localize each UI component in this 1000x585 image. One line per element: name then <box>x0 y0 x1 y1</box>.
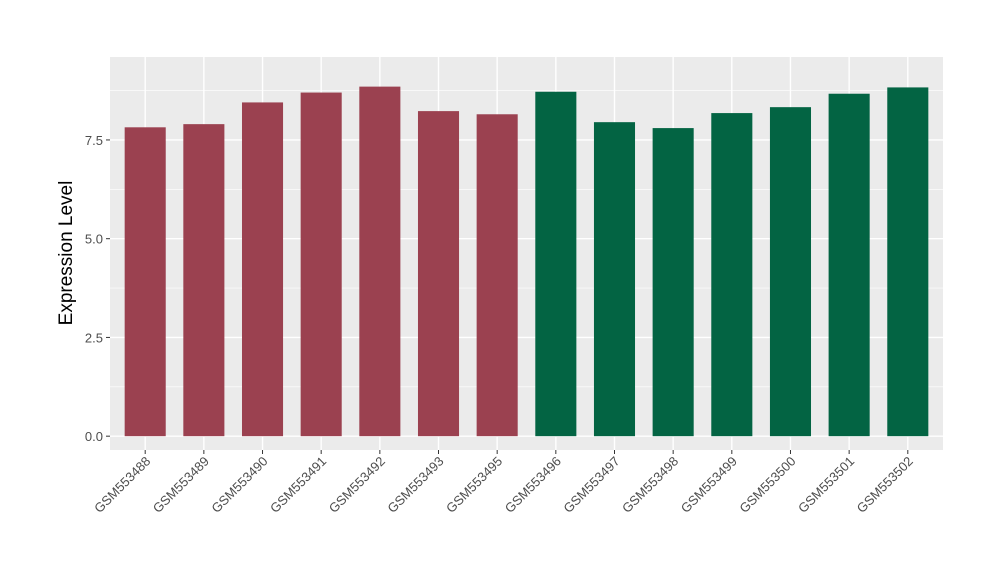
bar-GSM553488 <box>124 127 166 437</box>
x-tick-label: GSM553501 <box>795 454 857 516</box>
x-tick-label: GSM553502 <box>854 454 916 516</box>
bars <box>124 86 929 437</box>
bar-GSM553490 <box>241 102 284 437</box>
bar-GSM553500 <box>769 107 812 437</box>
x-tick-label: GSM553496 <box>502 454 564 516</box>
bar-GSM553493 <box>417 111 460 437</box>
y-tick-label: 5.0 <box>85 232 103 247</box>
y-axis: 0.0 2.5 5.0 7.5 <box>85 133 110 444</box>
x-axis: GSM553488GSM553489GSM553490GSM553491GSM5… <box>91 450 916 516</box>
bar-GSM553498 <box>652 128 694 437</box>
x-tick-label: GSM553497 <box>560 454 622 516</box>
bar-GSM553499 <box>711 113 753 437</box>
y-tick-label: 2.5 <box>85 330 103 345</box>
x-tick-label: GSM553492 <box>326 454 388 516</box>
x-tick-label: GSM553498 <box>619 454 681 516</box>
y-axis-label: Expression Level <box>56 181 77 326</box>
x-tick-label: GSM553493 <box>384 454 446 516</box>
y-tick-label: 7.5 <box>85 133 103 148</box>
bar-GSM553495 <box>476 114 518 437</box>
y-tick-label: 0.0 <box>85 429 103 444</box>
x-tick-label: GSM553490 <box>208 454 270 516</box>
bar-GSM553489 <box>183 124 225 437</box>
x-tick-label: GSM553500 <box>736 454 798 516</box>
x-tick-label: GSM553488 <box>91 454 153 516</box>
x-tick-label: GSM553499 <box>678 454 740 516</box>
x-tick-label: GSM553489 <box>150 454 212 516</box>
bar-GSM553496 <box>535 91 577 437</box>
bar-GSM553491 <box>300 92 342 437</box>
bar-GSM553492 <box>359 86 401 437</box>
bar-GSM553502 <box>887 87 929 437</box>
bar-GSM553501 <box>828 93 870 437</box>
plot-panel <box>110 57 943 450</box>
x-tick-label: GSM553495 <box>443 454 505 516</box>
x-tick-label: GSM553491 <box>267 454 329 516</box>
bar-GSM553497 <box>593 122 636 437</box>
